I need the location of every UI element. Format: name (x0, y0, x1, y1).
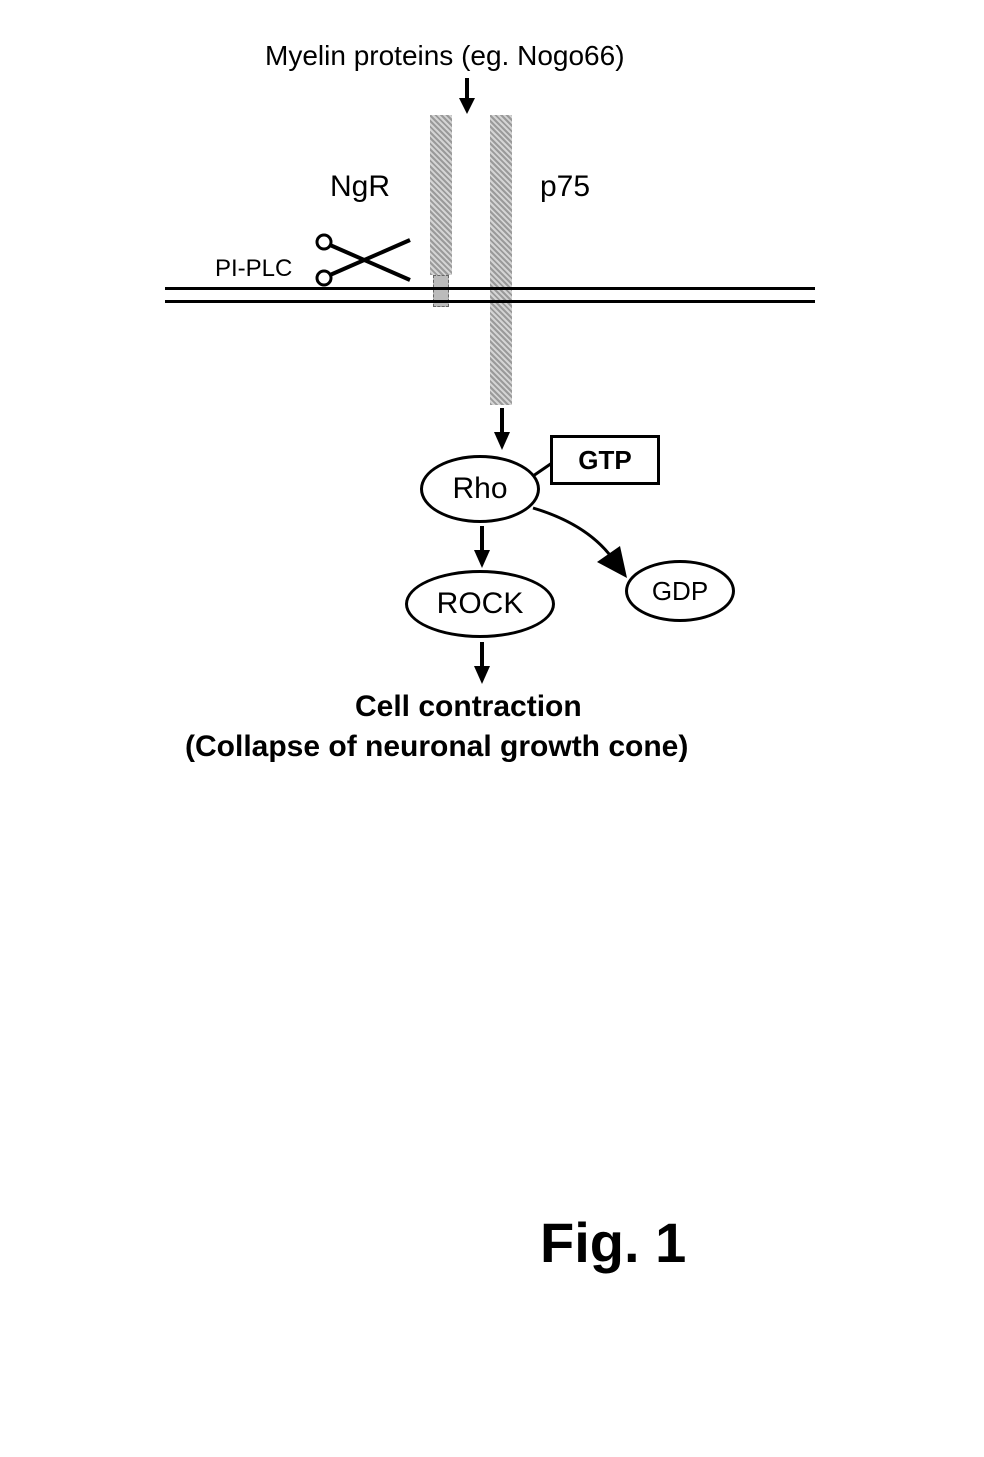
rho-gtp-link (530, 458, 560, 483)
rho-node-label: Rho (452, 472, 507, 506)
arrow-title-to-receptor (457, 78, 477, 116)
gdp-node-label: GDP (652, 576, 708, 607)
arrow-rho-to-rock (472, 526, 492, 570)
scissors-icon (310, 230, 420, 295)
membrane-line-top (165, 287, 815, 290)
rho-node: Rho (420, 455, 540, 523)
membrane-line-bottom (165, 300, 815, 303)
figure-caption: Fig. 1 (540, 1210, 686, 1275)
rock-node-label: ROCK (437, 587, 524, 621)
rock-node: ROCK (405, 570, 555, 638)
p75-label: p75 (540, 170, 590, 204)
gtp-node-label: GTP (578, 445, 631, 476)
gdp-node: GDP (625, 560, 735, 622)
piplc-label: PI-PLC (215, 255, 292, 283)
arrow-p75-to-rho (492, 408, 512, 452)
outcome-line1: Cell contraction (355, 690, 582, 724)
arrow-rock-to-outcome (472, 642, 492, 686)
gtp-node: GTP (550, 435, 660, 485)
p75-receptor-bar (490, 115, 512, 405)
ngr-label: NgR (330, 170, 390, 204)
ngr-receptor-bar (430, 115, 452, 275)
signaling-diagram: Myelin proteins (eg. Nogo66) NgR p75 PI-… (130, 40, 850, 940)
diagram-title: Myelin proteins (eg. Nogo66) (265, 40, 625, 72)
outcome-line2: (Collapse of neuronal growth cone) (185, 730, 688, 764)
